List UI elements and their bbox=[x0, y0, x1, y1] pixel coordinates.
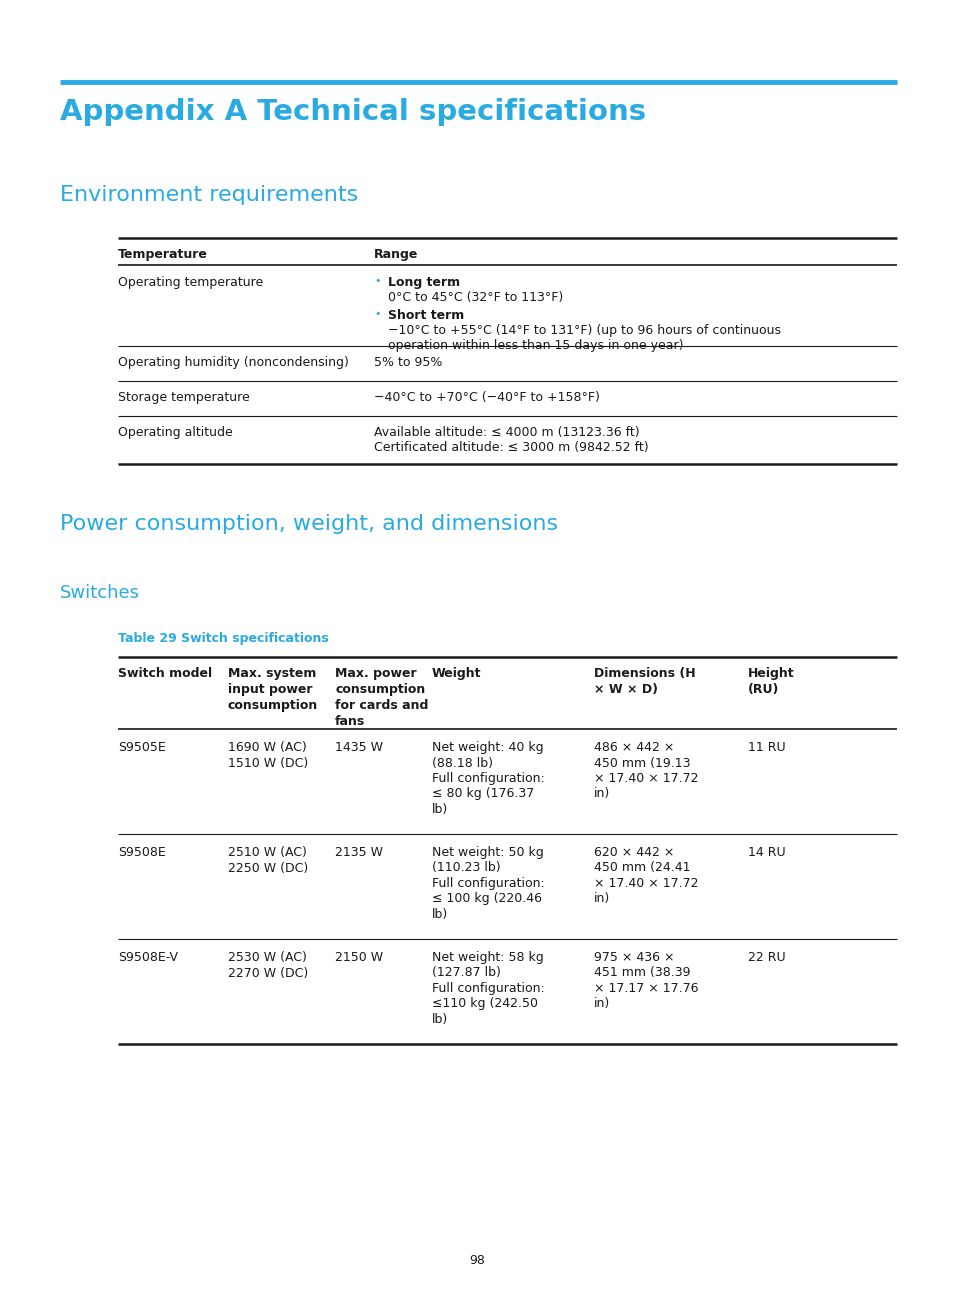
Text: lb): lb) bbox=[432, 1013, 448, 1026]
Text: Table 29 Switch specifications: Table 29 Switch specifications bbox=[118, 632, 329, 645]
Text: Appendix A Technical specifications: Appendix A Technical specifications bbox=[60, 98, 645, 126]
Text: (127.87 lb): (127.87 lb) bbox=[432, 967, 500, 980]
Text: Operating humidity (noncondensing): Operating humidity (noncondensing) bbox=[118, 356, 349, 369]
Text: in): in) bbox=[594, 788, 610, 801]
Text: Full configuration:: Full configuration: bbox=[432, 982, 544, 995]
Text: •: • bbox=[374, 276, 380, 286]
Text: ≤ 100 kg (220.46: ≤ 100 kg (220.46 bbox=[432, 893, 541, 906]
Text: ≤110 kg (242.50: ≤110 kg (242.50 bbox=[432, 998, 537, 1011]
Text: 14 RU: 14 RU bbox=[747, 846, 785, 859]
Text: •: • bbox=[374, 308, 380, 319]
Text: 22 RU: 22 RU bbox=[747, 951, 785, 964]
Text: lb): lb) bbox=[432, 804, 448, 816]
Text: Environment requirements: Environment requirements bbox=[60, 185, 358, 205]
Text: Storage temperature: Storage temperature bbox=[118, 391, 250, 404]
Text: Power consumption, weight, and dimensions: Power consumption, weight, and dimension… bbox=[60, 515, 558, 534]
Text: 450 mm (24.41: 450 mm (24.41 bbox=[594, 862, 690, 875]
Text: Net weight: 40 kg: Net weight: 40 kg bbox=[432, 741, 543, 754]
Text: 2135 W: 2135 W bbox=[335, 846, 382, 859]
Text: in): in) bbox=[594, 998, 610, 1011]
Text: Net weight: 58 kg: Net weight: 58 kg bbox=[432, 951, 543, 964]
Text: S9508E: S9508E bbox=[118, 846, 166, 859]
Text: Dimensions (H
× W × D): Dimensions (H × W × D) bbox=[594, 667, 695, 696]
Text: 5% to 95%: 5% to 95% bbox=[374, 356, 442, 369]
Text: 2530 W (AC)
2270 W (DC): 2530 W (AC) 2270 W (DC) bbox=[228, 951, 308, 980]
Text: Short term: Short term bbox=[388, 308, 464, 321]
Text: ≤ 80 kg (176.37: ≤ 80 kg (176.37 bbox=[432, 788, 534, 801]
Text: 620 × 442 ×: 620 × 442 × bbox=[594, 846, 674, 859]
Text: −40°C to +70°C (−40°F to +158°F): −40°C to +70°C (−40°F to +158°F) bbox=[374, 391, 599, 404]
Text: 450 mm (19.13: 450 mm (19.13 bbox=[594, 757, 690, 770]
Text: Operating temperature: Operating temperature bbox=[118, 276, 263, 289]
Text: 1435 W: 1435 W bbox=[335, 741, 382, 754]
Text: Max. power
consumption
for cards and
fans: Max. power consumption for cards and fan… bbox=[335, 667, 428, 728]
Text: Long term: Long term bbox=[388, 276, 459, 289]
Text: Full configuration:: Full configuration: bbox=[432, 772, 544, 785]
Text: Max. system
input power
consumption: Max. system input power consumption bbox=[228, 667, 318, 712]
Text: in): in) bbox=[594, 893, 610, 906]
Text: S9505E: S9505E bbox=[118, 741, 166, 754]
Text: (88.18 lb): (88.18 lb) bbox=[432, 757, 493, 770]
Text: 486 × 442 ×: 486 × 442 × bbox=[594, 741, 674, 754]
Text: 451 mm (38.39: 451 mm (38.39 bbox=[594, 967, 690, 980]
Text: (110.23 lb): (110.23 lb) bbox=[432, 862, 500, 875]
Text: Switches: Switches bbox=[60, 584, 140, 603]
Text: × 17.40 × 17.72: × 17.40 × 17.72 bbox=[594, 877, 698, 890]
Text: Certificated altitude: ≤ 3000 m (9842.52 ft): Certificated altitude: ≤ 3000 m (9842.52… bbox=[374, 441, 648, 454]
Text: 1690 W (AC)
1510 W (DC): 1690 W (AC) 1510 W (DC) bbox=[228, 741, 308, 770]
Text: −10°C to +55°C (14°F to 131°F) (up to 96 hours of continuous: −10°C to +55°C (14°F to 131°F) (up to 96… bbox=[388, 324, 781, 337]
Text: Available altitude: ≤ 4000 m (13123.36 ft): Available altitude: ≤ 4000 m (13123.36 f… bbox=[374, 426, 639, 439]
Text: 2510 W (AC)
2250 W (DC): 2510 W (AC) 2250 W (DC) bbox=[228, 846, 308, 875]
Text: Operating altitude: Operating altitude bbox=[118, 426, 233, 439]
Text: Full configuration:: Full configuration: bbox=[432, 877, 544, 890]
Text: operation within less than 15 days in one year): operation within less than 15 days in on… bbox=[388, 340, 682, 353]
Text: 98: 98 bbox=[469, 1255, 484, 1267]
Text: × 17.17 × 17.76: × 17.17 × 17.76 bbox=[594, 982, 698, 995]
Text: 975 × 436 ×: 975 × 436 × bbox=[594, 951, 674, 964]
Text: 11 RU: 11 RU bbox=[747, 741, 785, 754]
Text: × 17.40 × 17.72: × 17.40 × 17.72 bbox=[594, 772, 698, 785]
Text: 0°C to 45°C (32°F to 113°F): 0°C to 45°C (32°F to 113°F) bbox=[388, 292, 562, 305]
Text: Net weight: 50 kg: Net weight: 50 kg bbox=[432, 846, 543, 859]
Text: Height
(RU): Height (RU) bbox=[747, 667, 794, 696]
Text: Range: Range bbox=[374, 248, 418, 260]
Text: 2150 W: 2150 W bbox=[335, 951, 383, 964]
Text: :: : bbox=[448, 276, 452, 289]
Text: Temperature: Temperature bbox=[118, 248, 208, 260]
Text: :: : bbox=[455, 308, 458, 321]
Text: lb): lb) bbox=[432, 908, 448, 921]
Text: Weight: Weight bbox=[432, 667, 481, 680]
Text: S9508E-V: S9508E-V bbox=[118, 951, 178, 964]
Text: Switch model: Switch model bbox=[118, 667, 212, 680]
